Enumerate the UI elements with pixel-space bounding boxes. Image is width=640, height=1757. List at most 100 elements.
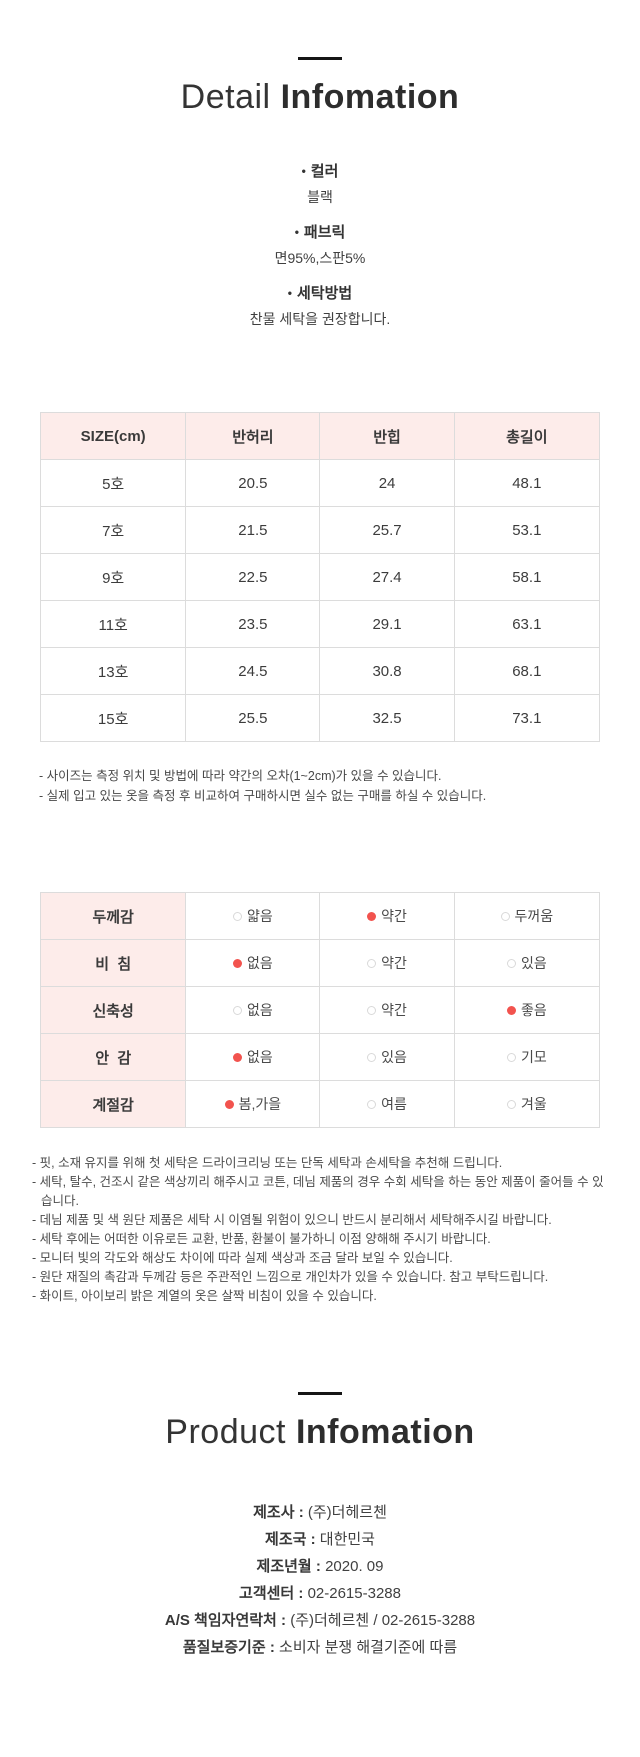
attribute-option-label: 약간 bbox=[381, 1002, 407, 1018]
attribute-table: 두께감 얇음 약간 두꺼움 비 침 없음 약간 있음 신축성 없음 약간 좋음 안 감 없음 있음 기모 계절감… bbox=[39, 892, 601, 1128]
product-info-separator: : bbox=[294, 1585, 308, 1602]
attribute-option-label: 여름 bbox=[381, 1096, 407, 1112]
size-table-row: 9호 22.5 27.4 58.1 bbox=[39, 553, 601, 601]
size-table-cell: 25.5 bbox=[185, 694, 321, 742]
attribute-option-cell: 없음 bbox=[185, 1033, 321, 1081]
attribute-option-label: 약간 bbox=[381, 955, 407, 971]
attribute-option-label: 있음 bbox=[520, 955, 547, 971]
size-table-cell: 20.5 bbox=[185, 459, 321, 507]
info-item-label: • 세탁방법 bbox=[0, 284, 640, 304]
attribute-option-cell: 두꺼움 bbox=[453, 892, 601, 940]
size-table-cell: 73.1 bbox=[453, 694, 601, 742]
size-table-cell: 58.1 bbox=[453, 553, 601, 601]
attribute-option-cell: 얇음 bbox=[185, 892, 321, 940]
care-note-line: - 세탁, 탈수, 건조시 같은 색상끼리 해주시고 코튼, 데님 제품의 경우… bbox=[32, 1175, 604, 1208]
radio-unselected-icon bbox=[367, 1005, 377, 1015]
info-item-label: • 패브릭 bbox=[0, 223, 640, 243]
attribute-label-cell: 계절감 bbox=[39, 1080, 187, 1128]
attribute-label-cell: 신축성 bbox=[39, 986, 187, 1034]
product-info-label: 제조국 bbox=[265, 1531, 307, 1548]
product-attributes-list: • 컬러 블랙 • 패브릭 면95%,스판5% • 세탁방법 찬물 세탁을 권장합니다. bbox=[0, 162, 640, 328]
size-table-cell: 25.7 bbox=[319, 506, 455, 554]
radio-unselected-icon bbox=[367, 1052, 377, 1062]
attribute-label-cell: 안 감 bbox=[39, 1033, 187, 1081]
attribute-option-cell: 약간 bbox=[319, 892, 455, 940]
product-info-value: 02-2615-3288 bbox=[307, 1585, 401, 1602]
size-table-cell: 29.1 bbox=[319, 600, 455, 648]
size-table-body: 5호 20.5 24 48.1 7호 21.5 25.7 53.1 9호 22.5 27.4 58.1… bbox=[39, 459, 601, 742]
size-table-row: 11호 23.5 29.1 63.1 bbox=[39, 600, 601, 648]
size-table-cell: 24 bbox=[319, 459, 455, 507]
size-table-row: 5호 20.5 24 48.1 bbox=[39, 459, 601, 507]
size-table-cell: 30.8 bbox=[319, 647, 455, 695]
size-table-cell: 23.5 bbox=[185, 600, 321, 648]
product-info-value: (주)더헤르첸 bbox=[307, 1504, 387, 1521]
attribute-table-row: 신축성 없음 약간 좋음 bbox=[39, 986, 601, 1034]
size-table-cell: 7호 bbox=[39, 506, 187, 554]
product-info-row: 제조사 : (주)더헤르첸 bbox=[0, 1499, 640, 1526]
product-info-row: 품질보증기준 : 소비자 분쟁 해결기준에 따름 bbox=[0, 1634, 640, 1661]
attribute-option-label: 있음 bbox=[381, 1049, 407, 1065]
size-note-line: - 실제 입고 있는 옷을 측정 후 비교하여 구매하시면 실수 없는 구매를 … bbox=[39, 789, 487, 803]
product-info-separator: : bbox=[294, 1504, 308, 1521]
attribute-option-label: 없음 bbox=[247, 1049, 273, 1065]
size-table-notes: - 사이즈는 측정 위치 및 방법에 따라 약간의 오차(1~2cm)가 있을 … bbox=[39, 766, 601, 806]
product-info-label: A/S 책임자연락처 bbox=[164, 1612, 277, 1629]
product-title-light: Product bbox=[165, 1413, 286, 1451]
radio-unselected-icon bbox=[233, 1005, 243, 1015]
attribute-option-label: 약간 bbox=[381, 908, 407, 924]
size-table-header-cell: 반힙 bbox=[319, 412, 455, 460]
radio-selected-icon bbox=[233, 958, 243, 968]
care-note-line: - 핏, 소재 유지를 위해 첫 세탁은 드라이크리닝 또는 단독 세탁과 손세… bbox=[32, 1156, 503, 1170]
info-item-value: 면95%,스판5% bbox=[274, 250, 366, 266]
size-table-cell: 32.5 bbox=[319, 694, 455, 742]
product-info-separator: : bbox=[311, 1558, 326, 1575]
info-item-label-text: 세탁방법 bbox=[297, 285, 353, 302]
size-table-cell: 11호 bbox=[39, 600, 187, 648]
size-table-header-cell: 총길이 bbox=[453, 412, 601, 460]
radio-selected-icon bbox=[367, 911, 377, 921]
size-table-header-cell: 반허리 bbox=[185, 412, 321, 460]
size-table-cell: 21.5 bbox=[185, 506, 321, 554]
attribute-option-label: 봄,가을 bbox=[238, 1096, 282, 1112]
info-item-label-text: 패브릭 bbox=[303, 224, 346, 241]
radio-unselected-icon bbox=[367, 958, 377, 968]
size-table-cell: 63.1 bbox=[453, 600, 601, 648]
title-accent-line bbox=[298, 1392, 342, 1395]
care-note-line: - 데님 제품 및 색 원단 제품은 세탁 시 이염될 위험이 있으니 반드시 … bbox=[32, 1213, 552, 1227]
attribute-table-body: 두께감 얇음 약간 두꺼움 비 침 없음 약간 있음 신축성 없음 약간 좋음 안 감 없음 있음 기모 계절감… bbox=[39, 892, 601, 1128]
attribute-label-cell: 두께감 bbox=[39, 892, 187, 940]
size-table-row: 15호 25.5 32.5 73.1 bbox=[39, 694, 601, 742]
radio-selected-icon bbox=[233, 1052, 243, 1062]
detail-section-title: Detail Infomation bbox=[0, 78, 640, 116]
info-item-value: 블랙 bbox=[307, 189, 333, 205]
info-item-value: 찬물 세탁을 권장합니다. bbox=[249, 311, 391, 327]
attribute-option-cell: 없음 bbox=[185, 986, 321, 1034]
radio-selected-icon bbox=[506, 1005, 516, 1015]
product-info-row: A/S 책임자연락처 : (주)더헤르첸 / 02-2615-3288 bbox=[0, 1607, 640, 1634]
radio-unselected-icon bbox=[506, 1099, 516, 1109]
bullet-icon: • bbox=[287, 286, 292, 300]
info-item-label-text: 컬러 bbox=[310, 163, 339, 180]
attribute-option-label: 좋음 bbox=[520, 1002, 547, 1018]
size-table-cell: 24.5 bbox=[185, 647, 321, 695]
attribute-table-row: 비 침 없음 약간 있음 bbox=[39, 939, 601, 987]
radio-selected-icon bbox=[224, 1099, 234, 1109]
size-table-header-cell: SIZE(cm) bbox=[39, 412, 187, 460]
product-info-value: 소비자 분쟁 해결기준에 따름 bbox=[279, 1639, 458, 1656]
bullet-icon: • bbox=[294, 225, 299, 239]
bullet-icon: • bbox=[301, 164, 306, 178]
attribute-option-cell: 약간 bbox=[319, 939, 455, 987]
size-note-line: - 사이즈는 측정 위치 및 방법에 따라 약간의 오차(1~2cm)가 있을 … bbox=[39, 769, 442, 783]
product-info-label: 품질보증기준 bbox=[182, 1639, 266, 1656]
care-note-line: - 모니터 빛의 각도와 해상도 차이에 따라 실제 색상과 조금 달라 보일 … bbox=[32, 1251, 453, 1265]
care-note-line: - 원단 재질의 촉감과 두께감 등은 주관적인 느낌으로 개인차가 있을 수 … bbox=[32, 1270, 549, 1284]
product-section-title: Product Infomation bbox=[0, 1413, 640, 1451]
product-info-value: (주)더헤르첸 / 02-2615-3288 bbox=[290, 1612, 476, 1629]
attribute-option-label: 얇음 bbox=[247, 908, 273, 924]
attribute-option-cell: 없음 bbox=[185, 939, 321, 987]
product-info-list: 제조사 : (주)더헤르첸 제조국 : 대한민국 제조년월 : 2020. 09 고객… bbox=[0, 1499, 640, 1661]
attribute-option-label: 겨울 bbox=[520, 1096, 547, 1112]
